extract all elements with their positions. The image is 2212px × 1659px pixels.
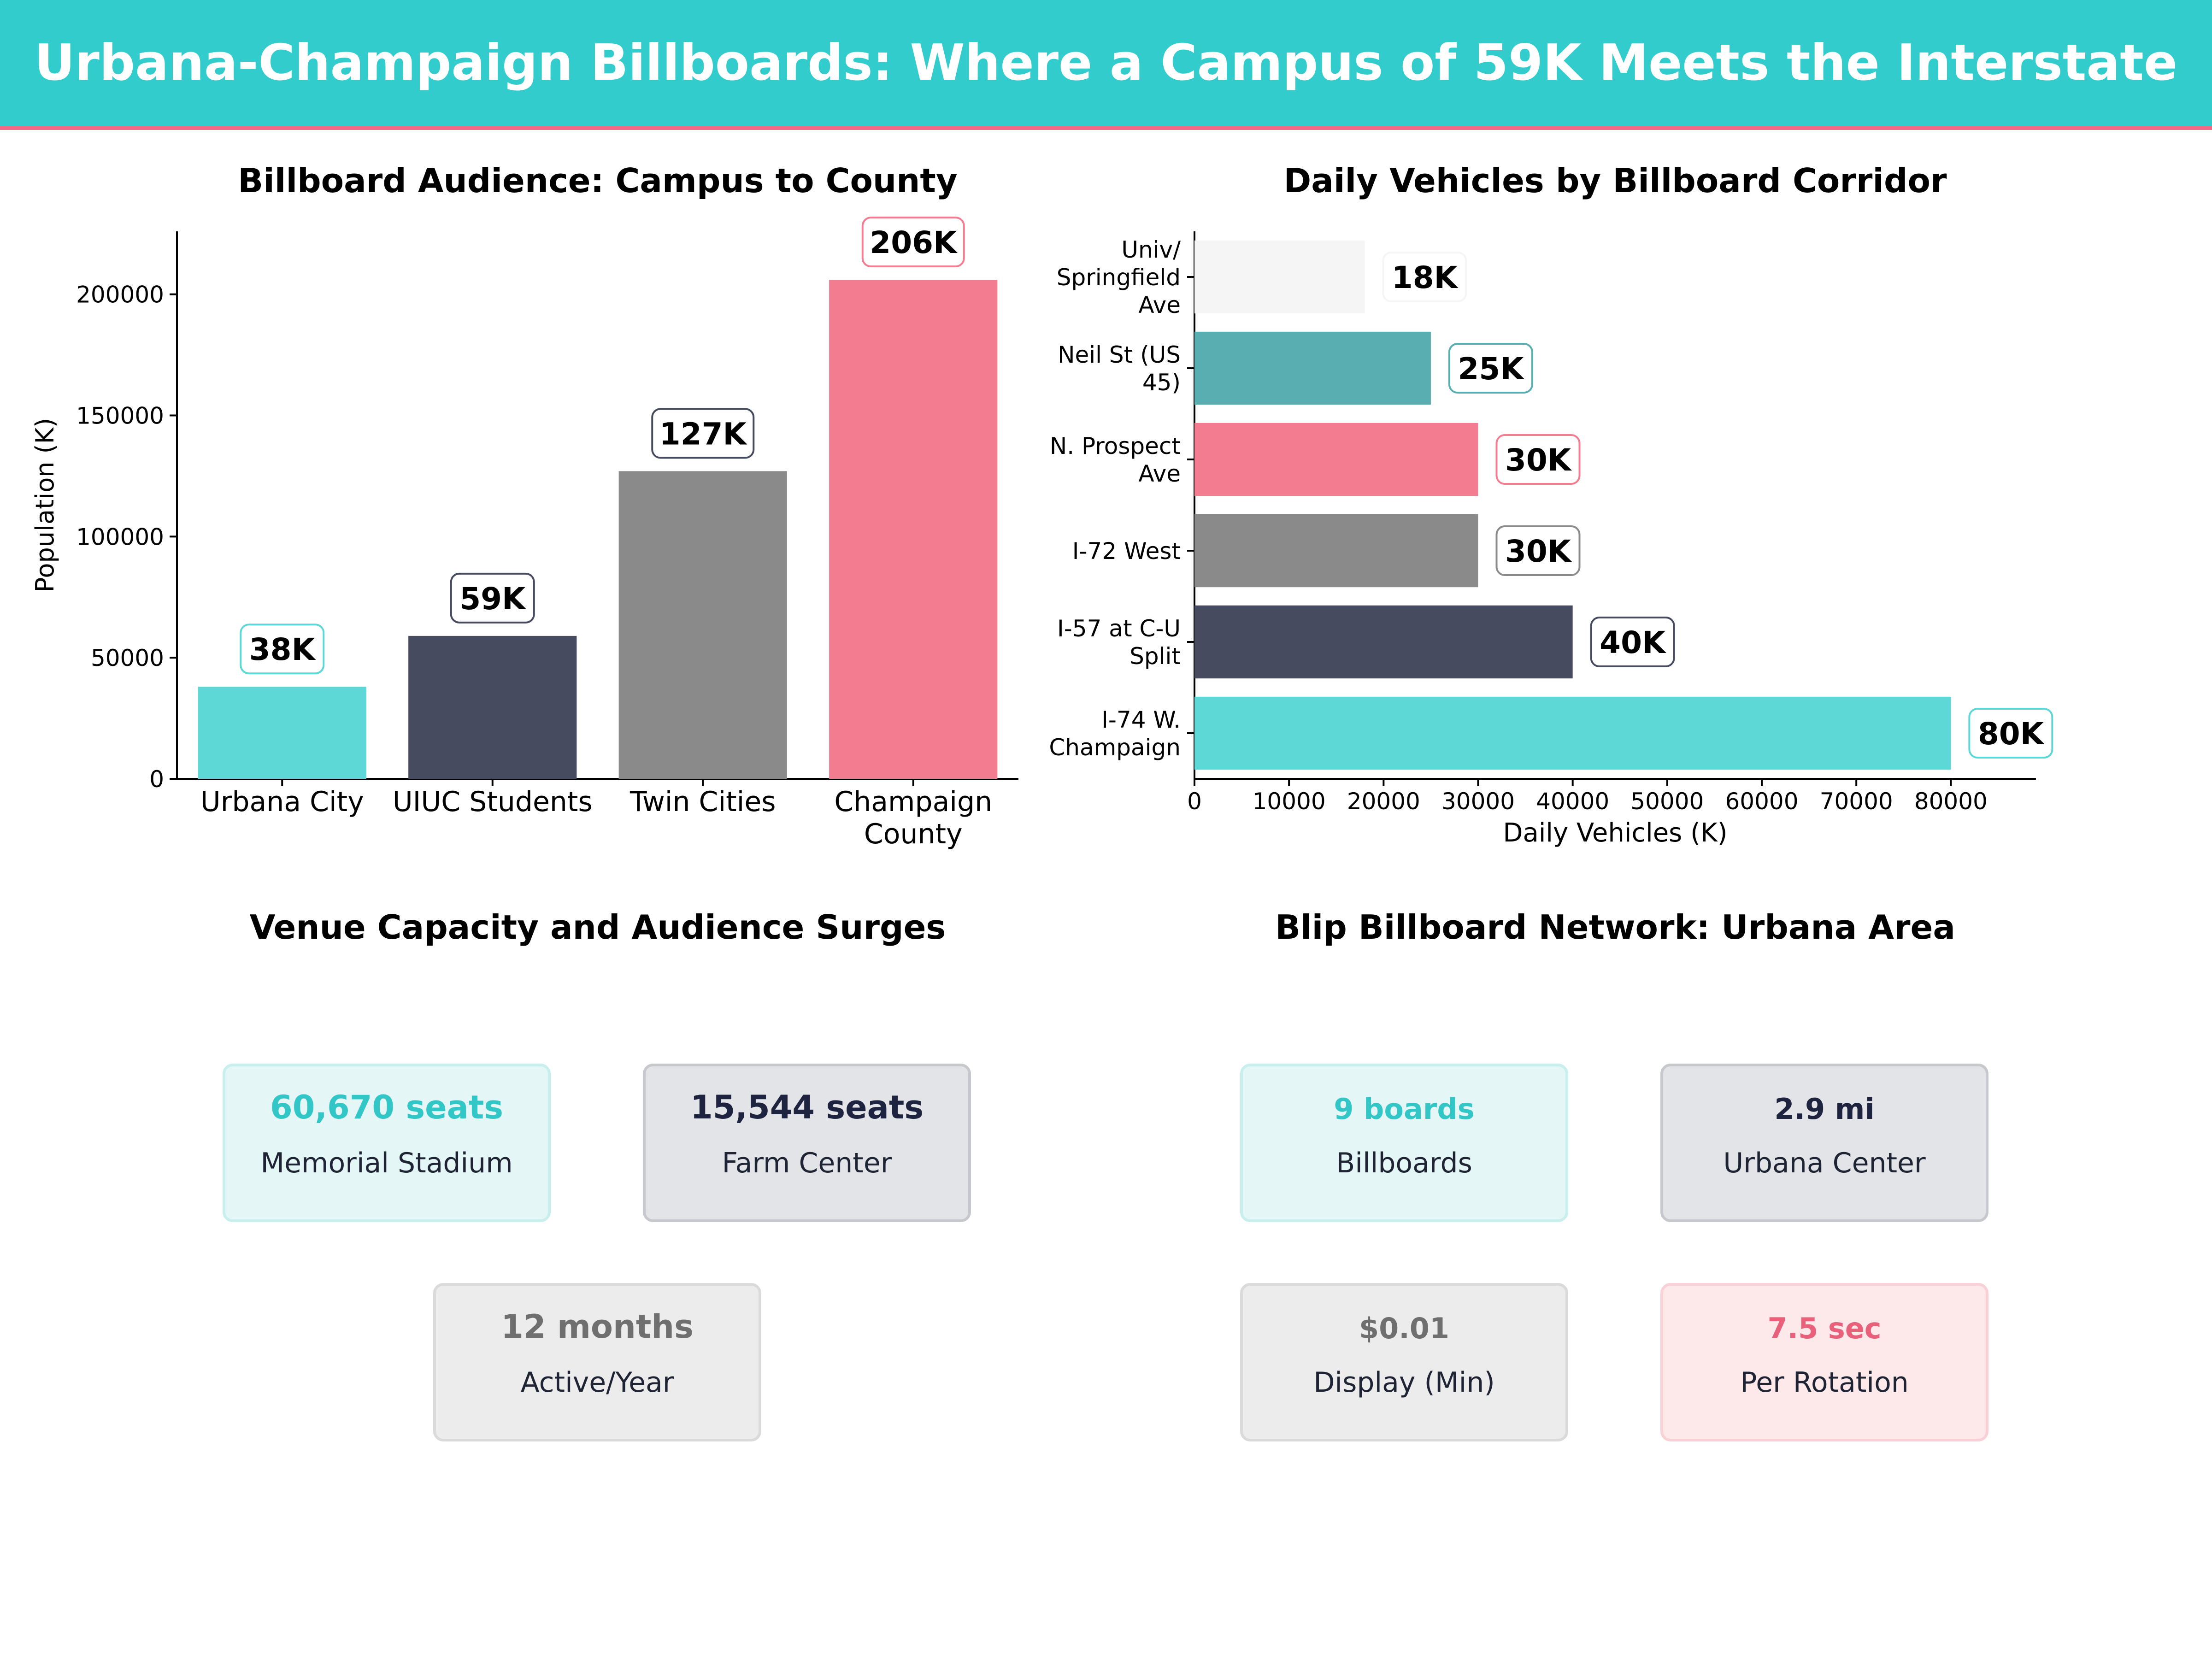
data-label: 25K bbox=[1458, 351, 1525, 387]
y-tick-label: I-72 West bbox=[1072, 538, 1181, 565]
display-price-value: $0.01 bbox=[1359, 1312, 1450, 1345]
data-label-box bbox=[861, 217, 965, 268]
farm-center-card: 15,544 seats Farm Center bbox=[643, 1064, 971, 1222]
rotation-value: 7.5 sec bbox=[1767, 1312, 1882, 1345]
bar bbox=[1194, 331, 1431, 405]
x-axis-label: Daily Vehicles (K) bbox=[1503, 818, 1727, 848]
data-label: 30K bbox=[1505, 534, 1572, 569]
y-tick-label: 100000 bbox=[76, 524, 164, 550]
data-label-box bbox=[240, 624, 325, 675]
billboards-count-value: 9 boards bbox=[1334, 1092, 1475, 1126]
data-label: 206K bbox=[870, 225, 958, 260]
data-label: 59K bbox=[459, 581, 527, 617]
data-label-box bbox=[1968, 708, 2053, 759]
y-tick-label: 200000 bbox=[76, 282, 164, 308]
bar bbox=[829, 280, 998, 779]
network-panel-title: Blip Billboard Network: Urbana Area bbox=[1275, 908, 1955, 947]
x-tick-label: 20000 bbox=[1347, 788, 1420, 815]
display-price-card: $0.01 Display (Min) bbox=[1240, 1283, 1568, 1441]
x-tick-label: 50000 bbox=[1630, 788, 1704, 815]
rotation-card: 7.5 sec Per Rotation bbox=[1660, 1283, 1988, 1441]
bar bbox=[408, 635, 577, 779]
x-tick-label: Twin Cities bbox=[629, 786, 776, 818]
y-tick-label: Univ/Springfield Ave bbox=[1057, 236, 1181, 318]
bar bbox=[1194, 240, 1365, 314]
distance-card: 2.9 mi Urbana Center bbox=[1660, 1064, 1988, 1222]
billboards-label: Billboards bbox=[1336, 1147, 1472, 1179]
header-banner: Urbana-Champaign Billboards: Where a Cam… bbox=[0, 0, 2212, 130]
bar bbox=[198, 687, 366, 779]
data-label-box bbox=[450, 572, 535, 624]
y-tick-label: 50000 bbox=[91, 645, 164, 671]
y-tick-label: I-74 W. Champaign bbox=[1049, 706, 1181, 761]
y-tick-label: 150000 bbox=[76, 403, 164, 429]
distance-label: Urbana Center bbox=[1723, 1147, 1926, 1179]
data-label: 127K bbox=[659, 416, 748, 452]
data-label: 80K bbox=[1978, 716, 2045, 752]
bar bbox=[1194, 696, 1951, 770]
x-tick-label: 30000 bbox=[1441, 788, 1515, 815]
farm-center-seats-value: 15,544 seats bbox=[690, 1088, 924, 1126]
data-label: 38K bbox=[249, 632, 317, 667]
stadium-label: Memorial Stadium bbox=[260, 1147, 513, 1179]
rotation-label: Per Rotation bbox=[1740, 1366, 1909, 1399]
page-title: Urbana-Champaign Billboards: Where a Cam… bbox=[34, 34, 2178, 92]
data-label-box bbox=[1590, 617, 1675, 667]
active-months-value: 12 months bbox=[501, 1308, 694, 1346]
x-tick-label: 0 bbox=[1187, 788, 1202, 815]
venue-panel-title: Venue Capacity and Audience Surges bbox=[249, 908, 946, 947]
data-label-box bbox=[651, 408, 755, 459]
active-months-label: Active/Year bbox=[520, 1366, 674, 1399]
x-tick-label: 40000 bbox=[1536, 788, 1609, 815]
y-tick-label: 0 bbox=[149, 766, 164, 793]
active-months-card: 12 months Active/Year bbox=[433, 1283, 761, 1441]
audience-chart-title: Billboard Audience: Campus to County bbox=[238, 161, 958, 200]
billboards-card: 9 boards Billboards bbox=[1240, 1064, 1568, 1222]
farm-center-label: Farm Center bbox=[722, 1147, 892, 1179]
y-axis-label: Population (K) bbox=[30, 418, 59, 592]
bar bbox=[1194, 423, 1478, 496]
data-label: 30K bbox=[1505, 442, 1572, 478]
bar bbox=[618, 471, 787, 779]
x-tick-label: 10000 bbox=[1253, 788, 1326, 815]
x-tick-label: Urbana City bbox=[200, 786, 364, 818]
stadium-seats-value: 60,670 seats bbox=[270, 1088, 503, 1126]
display-price-label: Display (Min) bbox=[1313, 1366, 1495, 1399]
y-tick-label: I-57 at C-U Split bbox=[1057, 615, 1181, 670]
x-tick-label: 80000 bbox=[1914, 788, 1988, 815]
data-label: 40K bbox=[1600, 625, 1667, 660]
x-tick-label: 70000 bbox=[1820, 788, 1893, 815]
y-tick-label: Neil St (US 45) bbox=[1058, 341, 1181, 396]
data-label-box bbox=[1382, 252, 1467, 302]
y-tick-label: N. Prospect Ave bbox=[1050, 433, 1181, 487]
x-tick-label: UIUC Students bbox=[393, 786, 593, 818]
data-label: 18K bbox=[1392, 260, 1459, 295]
x-tick-label: Champaign County bbox=[834, 786, 992, 850]
distance-value: 2.9 mi bbox=[1774, 1092, 1875, 1126]
stadium-card: 60,670 seats Memorial Stadium bbox=[223, 1064, 551, 1222]
bar bbox=[1194, 605, 1573, 679]
data-label-box bbox=[1448, 343, 1533, 394]
corridor-chart-title: Daily Vehicles by Billboard Corridor bbox=[1283, 161, 1947, 200]
data-label-box bbox=[1495, 525, 1581, 576]
bar bbox=[1194, 514, 1478, 588]
x-tick-label: 60000 bbox=[1725, 788, 1798, 815]
data-label-box bbox=[1495, 434, 1581, 485]
